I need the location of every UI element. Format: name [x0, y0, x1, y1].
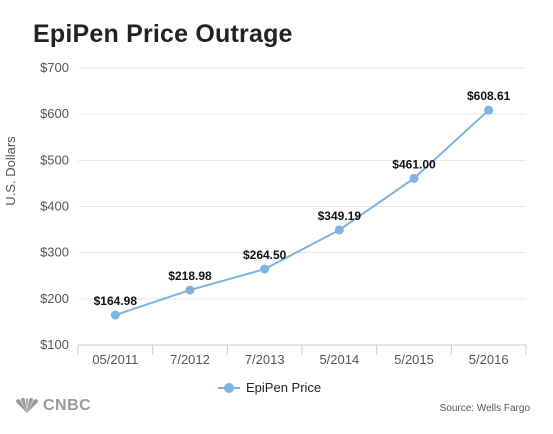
- x-tick-label: 5/2014: [319, 352, 359, 367]
- data-points: [110, 105, 494, 320]
- data-point: [409, 173, 419, 183]
- peacock-icon: [16, 398, 38, 413]
- legend[interactable]: EpiPen Price: [218, 380, 321, 395]
- legend-label: EpiPen Price: [246, 380, 322, 395]
- data-point: [484, 105, 494, 115]
- data-point: [185, 285, 195, 295]
- x-tick-label: 5/2016: [469, 352, 509, 367]
- data-label: $218.98: [168, 269, 212, 283]
- y-tick-labels: $100 $200 $300 $400 $500 $600 $700: [40, 60, 69, 352]
- chart-title: EpiPen Price Outrage: [33, 20, 293, 48]
- x-tick-label: 7/2012: [170, 352, 210, 367]
- data-labels: $164.98 $218.98 $264.50 $349.19 $461.00 $608.…: [94, 89, 511, 308]
- x-axis: 05/2011 7/2012 7/2013 5/2014 5/2015 5/2016: [77, 345, 527, 367]
- y-tick-label: $600: [40, 106, 69, 121]
- y-tick-label: $100: [40, 337, 69, 352]
- cnbc-logo: CNBC: [14, 397, 91, 415]
- y-tick-label: $500: [40, 152, 69, 167]
- y-tick-label: $300: [40, 245, 69, 260]
- data-point: [110, 310, 120, 320]
- data-label: $264.50: [243, 248, 287, 262]
- series-line-epipen: [115, 109, 490, 316]
- y-tick-label: $400: [40, 199, 69, 214]
- series-line: [115, 109, 490, 316]
- data-label: $608.61: [467, 89, 511, 103]
- x-tick-label: 5/2015: [394, 352, 434, 367]
- source-note: Source: Wells Fargo: [439, 403, 530, 414]
- data-label: $164.98: [94, 294, 138, 308]
- data-point: [334, 225, 344, 235]
- logo-text: CNBC: [43, 397, 92, 414]
- legend-swatch-icon: [218, 382, 240, 394]
- x-tick-label: 05/2011: [92, 352, 138, 367]
- y-tick-label: $700: [40, 60, 69, 75]
- data-label: $461.00: [392, 157, 436, 171]
- y-tick-label: $200: [40, 291, 69, 306]
- data-point: [260, 264, 270, 274]
- data-label: $349.19: [318, 209, 362, 223]
- grid-lines: [78, 67, 526, 346]
- x-tick-label: 7/2013: [245, 352, 285, 367]
